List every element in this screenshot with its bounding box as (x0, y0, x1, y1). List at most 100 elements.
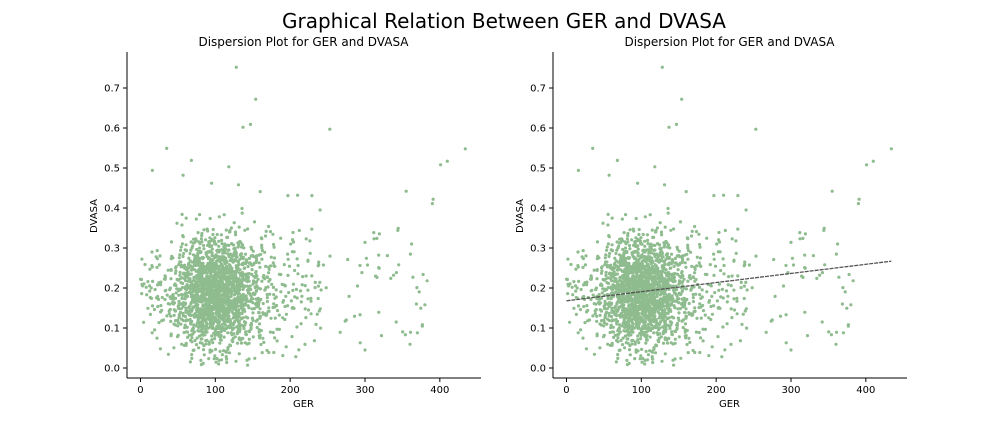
scatter-point (745, 326, 749, 330)
scatter-point (189, 268, 194, 272)
scatter-point (633, 242, 637, 246)
scatter-point (186, 273, 190, 277)
scatter-point (227, 263, 231, 267)
scatter-point (177, 302, 181, 306)
scatter-point (206, 267, 210, 271)
scatter-point (260, 257, 264, 261)
scatter-point (202, 344, 206, 348)
scatter-point (800, 274, 804, 278)
scatter-point (652, 290, 656, 294)
scatter-point (251, 335, 255, 339)
scatter-point (626, 337, 630, 341)
scatter-point (271, 261, 275, 265)
scatter-point (182, 251, 186, 256)
scatter-point (189, 291, 193, 295)
scatter-point (218, 341, 222, 345)
scatter-point (267, 279, 271, 283)
scatter-point (155, 257, 159, 261)
scatter-point (653, 263, 657, 267)
scatter-point (221, 300, 225, 304)
scatter-point (690, 264, 694, 268)
scatter-point (226, 295, 230, 299)
scatter-point (184, 294, 188, 298)
scatter-point (648, 255, 652, 259)
scatter-point (637, 270, 641, 274)
scatter-point (734, 239, 738, 243)
scatter-point (626, 286, 630, 290)
scatter-point (179, 248, 183, 252)
scatter-point (613, 313, 617, 317)
scatter-point (573, 284, 578, 288)
scatter-point (666, 206, 670, 211)
scatter-point (684, 316, 688, 320)
scatter-point (697, 330, 701, 335)
scatter-point (218, 286, 222, 291)
scatter-point (198, 341, 202, 345)
scatter-point (196, 263, 200, 267)
scatter-point (687, 311, 691, 315)
scatter-point (140, 292, 144, 296)
scatter-point (656, 268, 660, 272)
scatter-point (615, 268, 620, 272)
scatter-point (262, 340, 266, 344)
scatter-point (148, 295, 152, 300)
scatter-point (624, 312, 628, 317)
scatter-point (805, 334, 810, 338)
scatter-point (209, 272, 213, 276)
x-tick-label: 400 (856, 385, 875, 396)
scatter-point (224, 350, 229, 354)
scatter-point (233, 291, 238, 295)
x-tick-label: 200 (281, 385, 300, 396)
scatter-point (639, 337, 643, 341)
scatter-point (622, 253, 626, 257)
scatter-point (591, 293, 595, 297)
scatter-point (308, 251, 312, 255)
scatter-point (222, 311, 226, 315)
scatter-point (598, 346, 602, 350)
scatter-point (295, 325, 299, 329)
scatter-point (306, 308, 311, 312)
scatter-point (694, 292, 698, 296)
scatter-point (571, 293, 575, 297)
scatter-point (620, 217, 624, 221)
scatter-point (646, 353, 651, 357)
scatter-point (657, 254, 662, 258)
scatter-point (180, 296, 184, 300)
scatter-point (248, 292, 252, 296)
scatter-point (268, 230, 273, 234)
scatter-point (281, 354, 285, 358)
scatter-point (286, 273, 290, 277)
scatter-point (640, 298, 644, 302)
scatter-point (663, 308, 667, 312)
scatter-point (664, 327, 668, 332)
scatter-point (643, 264, 647, 268)
scatter-point (660, 273, 664, 277)
scatter-point (328, 254, 332, 258)
scatter-point (147, 284, 152, 288)
scatter-point (579, 328, 583, 332)
scatter-point (180, 223, 184, 227)
scatter-point (213, 329, 217, 333)
scatter-point (710, 294, 714, 298)
scatter-point (736, 194, 740, 198)
scatter-point (736, 274, 740, 278)
scatter-point (659, 320, 663, 324)
scatter-point (261, 336, 265, 340)
scatter-point (659, 316, 663, 320)
scatter-point (299, 322, 303, 326)
scatter-point (212, 319, 217, 323)
scatter-point (249, 327, 253, 331)
scatter-point (585, 310, 589, 314)
scatter-point (251, 249, 255, 253)
scatter-point (240, 283, 244, 288)
scatter-point (634, 275, 638, 280)
scatter-point (252, 220, 257, 224)
scatter-point (200, 286, 204, 290)
scatter-point (225, 357, 229, 361)
scatter-point (226, 279, 230, 283)
scatter-point (194, 343, 199, 347)
scatter-point (698, 350, 702, 355)
scatter-point (732, 297, 736, 301)
scatter-point (620, 343, 625, 347)
scatter-point (710, 345, 714, 349)
